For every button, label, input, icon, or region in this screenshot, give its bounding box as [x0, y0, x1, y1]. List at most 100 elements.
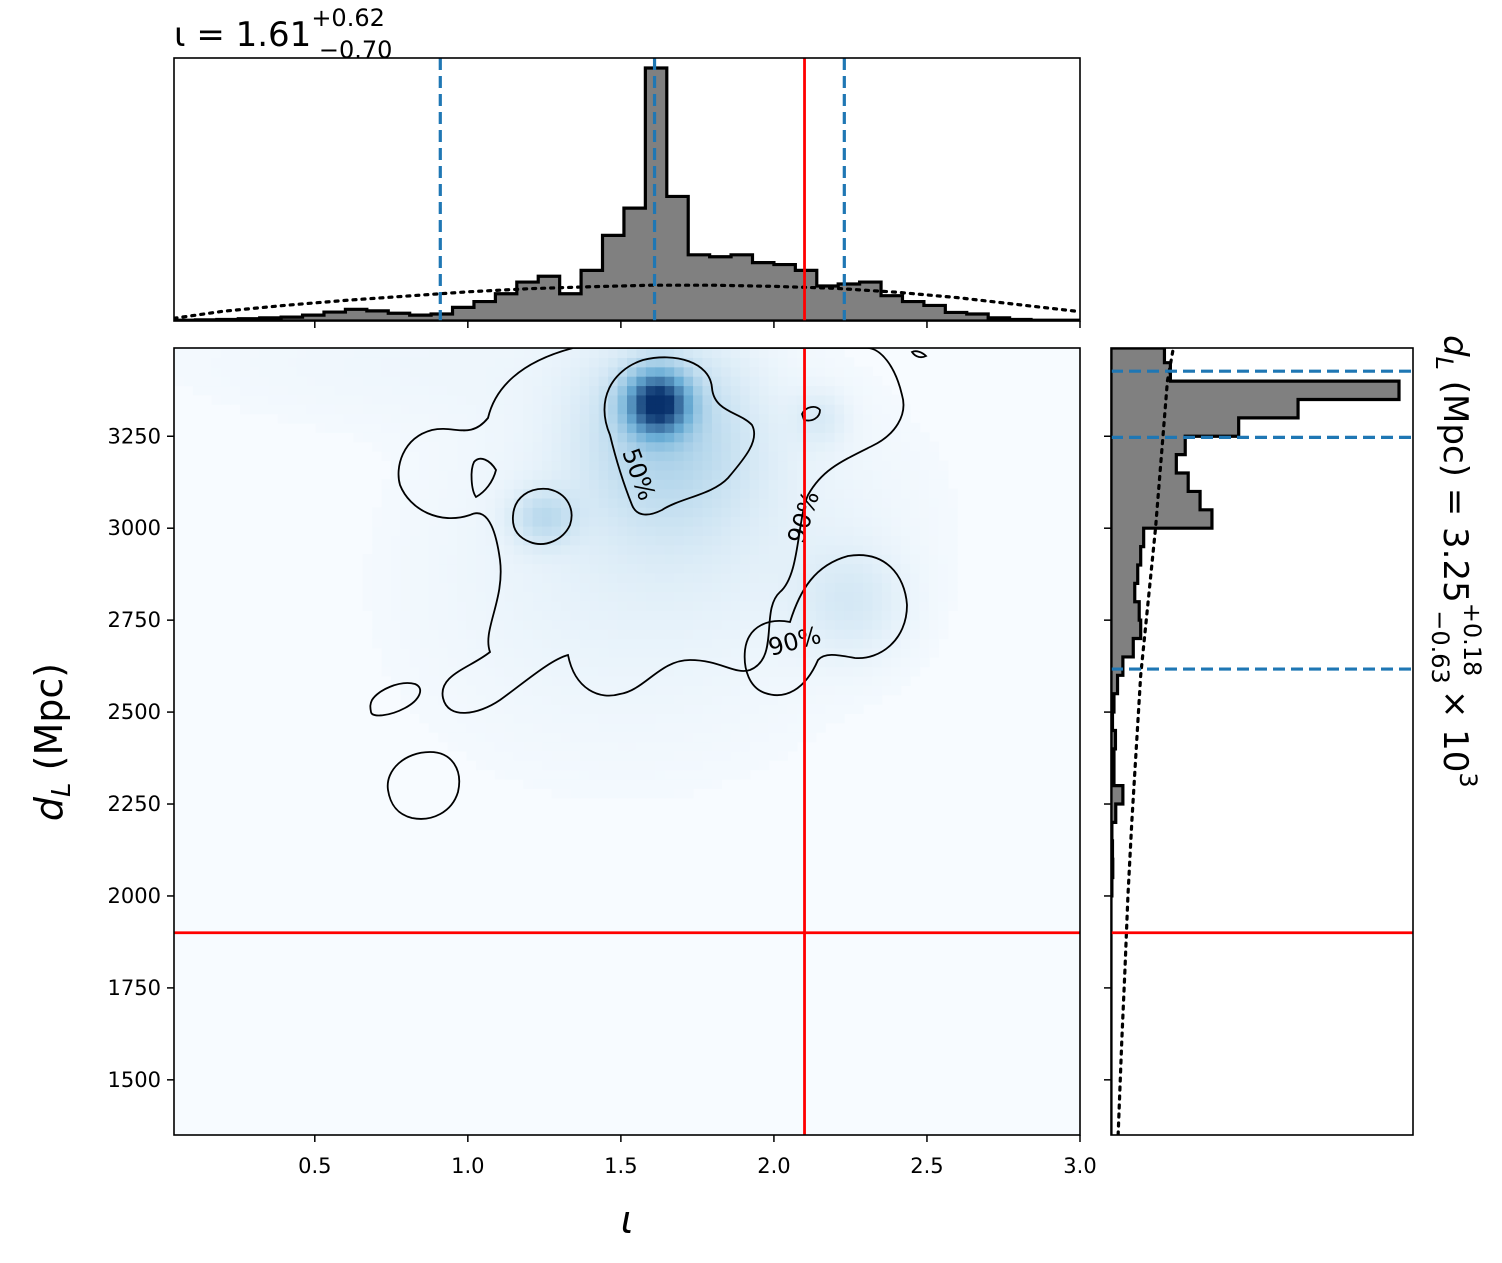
- density-cell: [560, 788, 571, 799]
- density-cell: [523, 741, 534, 752]
- density-cell: [598, 451, 609, 462]
- density-cell: [759, 600, 770, 611]
- density-cell: [702, 451, 713, 462]
- density-cell: [466, 394, 477, 405]
- density-cell: [551, 760, 562, 771]
- density-cell: [532, 441, 543, 452]
- density-cell: [617, 432, 628, 443]
- density-cell: [579, 432, 590, 443]
- density-cell: [900, 629, 911, 640]
- density-cell: [674, 760, 685, 771]
- density-cell: [419, 657, 430, 668]
- density-cell: [542, 778, 553, 789]
- density-cell: [683, 376, 694, 387]
- density-cell: [740, 704, 751, 714]
- density-cell: [693, 657, 704, 668]
- density-cell: [353, 432, 364, 443]
- density-cell: [721, 619, 732, 630]
- density-cell: [778, 657, 789, 668]
- density-cell: [617, 376, 628, 387]
- density-cell: [211, 385, 222, 396]
- density-cell: [579, 722, 590, 733]
- density-cell: [947, 591, 958, 602]
- density-cell: [844, 675, 855, 686]
- density-cell: [721, 600, 732, 611]
- density-cell: [702, 422, 713, 433]
- density-cell: [372, 404, 383, 415]
- density-cell: [608, 451, 619, 462]
- density-cell: [759, 572, 770, 583]
- density-cell: [702, 441, 713, 452]
- density-cell: [240, 348, 251, 358]
- density-cell: [768, 732, 779, 743]
- density-cell: [466, 432, 477, 443]
- density-cell: [551, 722, 562, 733]
- density-cell: [844, 629, 855, 640]
- density-cell: [542, 554, 553, 565]
- density-cell: [929, 535, 940, 546]
- density-cell: [787, 554, 798, 565]
- density-cell: [466, 348, 477, 358]
- density-cell: [542, 657, 553, 668]
- density-cell: [872, 526, 883, 536]
- density-cell: [598, 600, 609, 611]
- density-cell: [759, 713, 770, 724]
- density-cell: [834, 366, 845, 377]
- density-cell: [428, 516, 439, 527]
- density-cell: [476, 497, 487, 508]
- density-cell: [627, 788, 638, 799]
- density-cell: [636, 713, 647, 724]
- density-cell: [391, 385, 402, 396]
- density-cell: [617, 516, 628, 527]
- density-cell: [315, 385, 326, 396]
- density-cell: [768, 357, 779, 368]
- iota-histogram-panel: ι = 1.61+0.62 −0.70: [173, 4, 1081, 328]
- density-cell: [334, 366, 345, 377]
- density-cell: [749, 479, 760, 490]
- density-cell: [693, 441, 704, 452]
- density-cell: [494, 469, 505, 480]
- density-cell: [655, 694, 666, 705]
- density-cell: [891, 629, 902, 640]
- density-cell: [476, 366, 487, 377]
- density-cell: [381, 441, 392, 452]
- density-cell: [711, 535, 722, 546]
- density-cell: [881, 638, 892, 649]
- density-cell: [494, 516, 505, 527]
- density-cell: [476, 404, 487, 415]
- density-cell: [428, 582, 439, 593]
- density-cell: [428, 544, 439, 555]
- density-cell: [617, 488, 628, 499]
- density-cell: [551, 704, 562, 714]
- density-cell: [768, 685, 779, 696]
- density-cell: [617, 741, 628, 752]
- density-cell: [749, 713, 760, 724]
- density-cell: [664, 582, 675, 593]
- density-cell: [862, 394, 873, 405]
- density-cell: [579, 713, 590, 724]
- density-cell: [721, 722, 732, 733]
- density-cell: [202, 366, 213, 377]
- density-cell: [400, 647, 411, 658]
- density-cell: [504, 441, 515, 452]
- density-cell: [447, 610, 458, 621]
- density-cell: [740, 432, 751, 443]
- density-cell: [674, 722, 685, 733]
- density-cell: [494, 404, 505, 415]
- density-cell: [381, 591, 392, 602]
- density-cell: [447, 694, 458, 705]
- density-cell: [551, 600, 562, 611]
- density-cell: [438, 675, 449, 686]
- density-cell: [428, 422, 439, 433]
- density-cell: [627, 741, 638, 752]
- density-cell: [872, 488, 883, 499]
- density-cell: [608, 394, 619, 405]
- density-cell: [447, 385, 458, 396]
- density-cell: [730, 600, 741, 611]
- density-cell: [532, 638, 543, 649]
- density-cell: [702, 600, 713, 611]
- density-cell: [683, 479, 694, 490]
- density-cell: [825, 694, 836, 705]
- density-cell: [900, 526, 911, 536]
- dl-title-sup: +0.18: [1458, 603, 1486, 677]
